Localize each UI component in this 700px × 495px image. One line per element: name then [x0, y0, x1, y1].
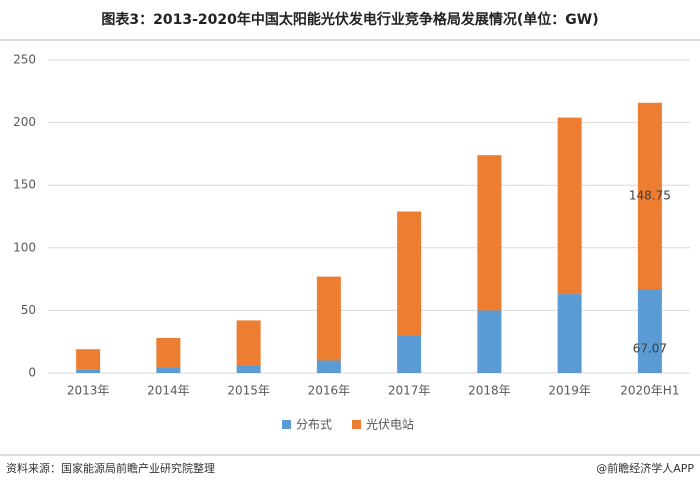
y-tick-label: 0 [28, 366, 36, 380]
x-tick-label: 2020年H1 [620, 384, 679, 398]
legend-swatch [352, 420, 362, 429]
y-tick-label: 50 [21, 303, 36, 317]
bar-segment [236, 365, 261, 373]
bar-segment [477, 310, 502, 373]
data-label: 148.75 [629, 188, 671, 202]
bar-segment [156, 367, 181, 373]
x-tick-label: 2017年 [388, 384, 431, 398]
legend-swatch [282, 420, 291, 429]
x-tick-label: 2015年 [227, 384, 270, 398]
y-tick-label: 100 [13, 240, 36, 254]
source: 资料来源：国家能源局前瞻产业研究院整理 [6, 461, 215, 475]
bar-segment [477, 155, 502, 311]
x-tick-label: 2014年 [147, 384, 190, 398]
bar-segment [397, 211, 422, 336]
bar-segment [557, 294, 582, 373]
y-tick-label: 150 [13, 178, 36, 192]
bar-segment [76, 369, 101, 373]
bar-segment [316, 360, 341, 373]
y-tick-label: 200 [13, 115, 36, 129]
x-tick-label: 2018年 [468, 384, 511, 398]
bar-segment [76, 349, 101, 370]
bar-segment [397, 335, 422, 373]
y-tick-label: 250 [13, 53, 36, 67]
bar-segment [236, 320, 261, 366]
x-tick-label: 2016年 [308, 384, 351, 398]
bar-segment [156, 337, 181, 368]
bar-segment [637, 102, 662, 290]
legend-label: 分布式 [296, 418, 332, 432]
legend-label: 光伏电站 [366, 418, 414, 432]
bar-segment [637, 289, 662, 373]
bar-segment [316, 276, 341, 361]
data-label: 67.07 [633, 342, 667, 356]
chart-title: 图表3：2013-2020年中国太阳能光伏发电行业竞争格局发展情况(单位：GW) [101, 11, 598, 28]
x-tick-label: 2013年 [67, 384, 110, 398]
bar-segment [557, 117, 582, 295]
x-tick-label: 2019年 [548, 384, 591, 398]
credit: @前瞻经济学人APP [596, 461, 694, 475]
